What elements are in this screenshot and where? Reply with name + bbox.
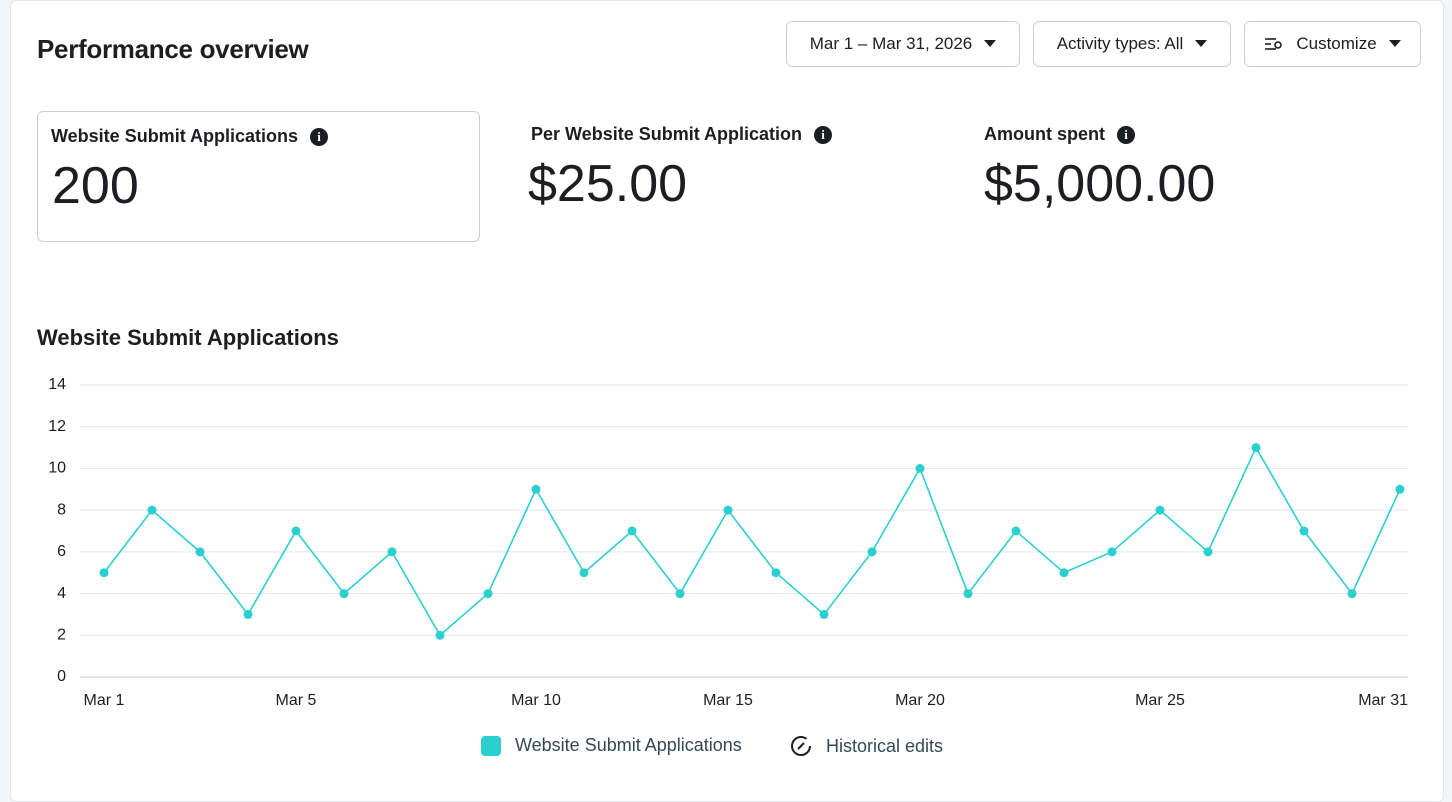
y-tick-label: 14 xyxy=(48,376,66,393)
x-tick-label: Mar 31 xyxy=(1358,692,1408,709)
x-tick-label: Mar 5 xyxy=(276,692,317,709)
legend-label: Website Submit Applications xyxy=(515,735,742,755)
data-point xyxy=(147,505,157,515)
caret xyxy=(984,40,997,47)
data-point xyxy=(1011,526,1021,536)
legend-swatch xyxy=(481,735,501,756)
data-point xyxy=(1251,443,1261,453)
data-point xyxy=(627,526,637,536)
data-point xyxy=(531,484,541,494)
data-point xyxy=(1059,568,1069,578)
data-point xyxy=(963,589,973,599)
y-tick-label: 0 xyxy=(57,668,66,685)
metric-label-text: Per Website Submit Application xyxy=(531,124,803,144)
history-icon xyxy=(791,736,811,756)
data-point xyxy=(819,609,829,619)
metric-label: Amount spent i xyxy=(984,124,1135,145)
y-tick-label: 6 xyxy=(57,543,66,560)
y-tick-label: 10 xyxy=(48,460,66,477)
metric-label: Per Website Submit Application i xyxy=(531,124,833,145)
data-point xyxy=(1107,547,1117,557)
data-point xyxy=(483,589,493,599)
info-icon[interactable]: i xyxy=(814,125,833,144)
data-point xyxy=(915,463,925,473)
data-point xyxy=(579,568,589,578)
caret xyxy=(1388,40,1401,47)
metric-label-text: Website Submit Applications xyxy=(51,126,299,146)
y-tick-label: 4 xyxy=(57,585,66,602)
data-point xyxy=(435,630,445,640)
x-tick-label: Mar 10 xyxy=(511,692,561,709)
data-point xyxy=(243,609,253,619)
info-icon[interactable]: i xyxy=(1117,125,1135,144)
data-point xyxy=(1155,505,1165,515)
data-point xyxy=(1347,589,1357,599)
customize-button[interactable]: Customize xyxy=(1244,21,1421,67)
chart-title: Website Submit Applications xyxy=(37,325,339,350)
y-tick-label: 12 xyxy=(48,418,66,435)
metric-label-text: Amount spent xyxy=(984,124,1105,144)
legend-label: Historical edits xyxy=(826,735,944,756)
data-point xyxy=(195,547,205,557)
data-point xyxy=(339,589,349,599)
legend-item[interactable]: Website Submit Applications xyxy=(481,735,742,756)
customize-icon xyxy=(1265,38,1283,50)
data-point xyxy=(867,547,877,557)
x-tick-label: Mar 1 xyxy=(84,692,125,709)
x-tick-label: Mar 15 xyxy=(703,692,753,709)
data-point xyxy=(1395,484,1405,494)
button-label: Mar 1 – Mar 31, 2026 xyxy=(809,34,973,53)
info-icon[interactable]: i xyxy=(310,127,329,146)
data-point xyxy=(99,568,109,578)
caret xyxy=(1195,40,1208,47)
page-title: Performance overview xyxy=(37,34,309,64)
button-label: Customize xyxy=(1296,34,1377,53)
metric-label: Website Submit Applications i xyxy=(51,126,329,147)
series-line xyxy=(103,445,1401,637)
data-point xyxy=(291,526,301,536)
data-point xyxy=(1203,547,1213,557)
data-point xyxy=(771,568,781,578)
activity-button[interactable]: Activity types: All xyxy=(1033,21,1231,67)
legend-item[interactable]: Historical edits xyxy=(790,735,943,757)
data-point xyxy=(723,505,733,515)
date-range-button[interactable]: Mar 1 – Mar 31, 2026 xyxy=(786,21,1020,67)
metric-value: $25.00 xyxy=(528,155,688,213)
button-label: Activity types: All xyxy=(1056,34,1184,53)
y-tick-label: 2 xyxy=(57,627,66,644)
data-point xyxy=(1299,526,1309,536)
metric-card-selected[interactable] xyxy=(37,111,480,242)
card xyxy=(10,0,1444,802)
data-point xyxy=(387,547,397,557)
y-tick-label: 8 xyxy=(57,501,66,518)
metric-value: $5,000.00 xyxy=(984,155,1216,213)
x-tick-label: Mar 20 xyxy=(895,692,945,709)
data-point xyxy=(675,589,685,599)
x-tick-label: Mar 25 xyxy=(1135,692,1185,709)
metric-value: 200 xyxy=(52,157,139,215)
